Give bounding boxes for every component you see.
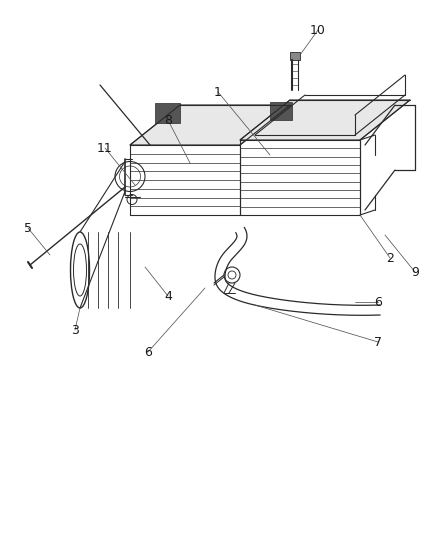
- Text: 6: 6: [144, 345, 152, 359]
- Text: 1: 1: [214, 85, 222, 99]
- Text: 6: 6: [373, 295, 381, 309]
- Text: 9: 9: [410, 265, 418, 279]
- Text: 4: 4: [164, 289, 172, 303]
- Bar: [155, 103, 180, 123]
- Text: 2: 2: [385, 252, 393, 264]
- Text: 5: 5: [24, 222, 32, 235]
- Bar: [290, 52, 299, 60]
- Text: 3: 3: [71, 324, 79, 336]
- Polygon shape: [130, 105, 290, 145]
- Text: 7: 7: [373, 335, 381, 349]
- Bar: [269, 102, 291, 120]
- Text: 8: 8: [164, 114, 172, 126]
- Polygon shape: [240, 100, 409, 140]
- Text: 11: 11: [97, 141, 113, 155]
- Text: 10: 10: [309, 23, 325, 36]
